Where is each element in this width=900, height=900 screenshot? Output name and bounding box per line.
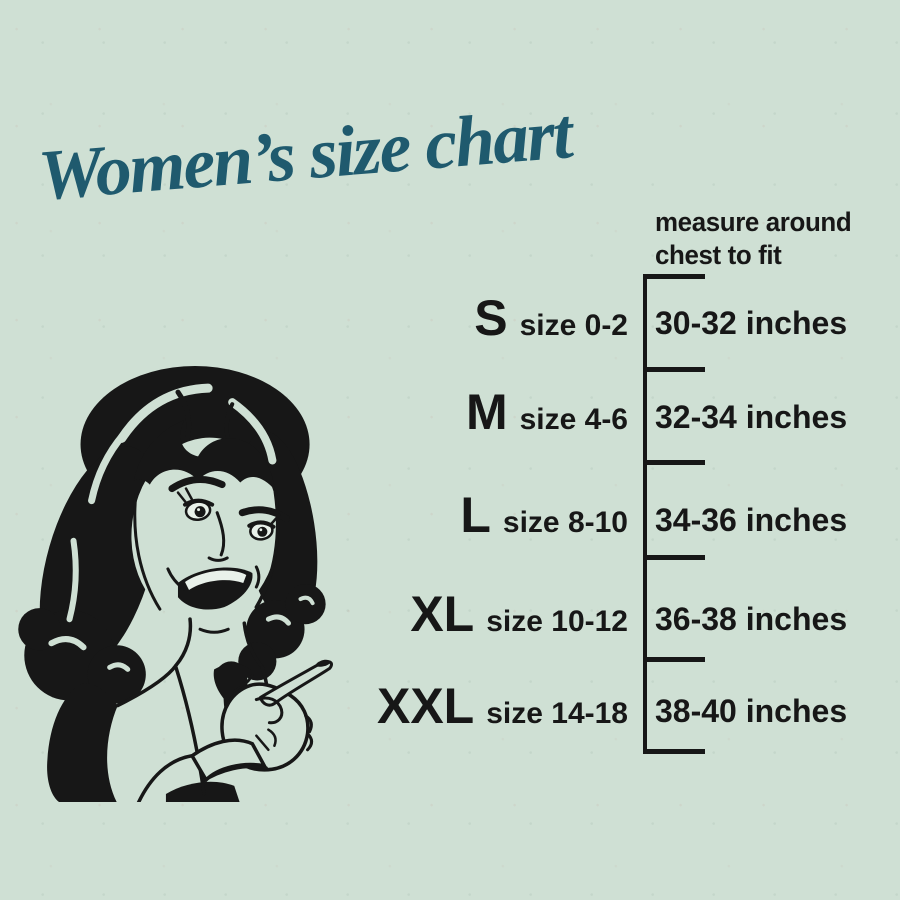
size-label: XXL: [376, 678, 475, 734]
size-range-label: size 10-12: [486, 605, 628, 638]
table-tick: [643, 555, 705, 560]
table-tick: [643, 657, 705, 662]
measure-note-line1: measure around: [655, 207, 852, 237]
size-label: XL: [410, 586, 475, 642]
size-range-label: size 14-18: [486, 697, 628, 730]
chest-measurement: 34-36 inches: [655, 502, 848, 538]
size-label: S: [474, 290, 508, 346]
table-row-size-m: M size 4-6: [466, 387, 628, 437]
table-tick: [643, 367, 705, 372]
size-range-label: size 0-2: [519, 309, 628, 342]
size-range-label: size 4-6: [519, 403, 628, 436]
measure-note-line2: chest to fit: [655, 240, 782, 270]
page-title: Women’s size chart: [35, 93, 574, 216]
chest-measurement: 36-38 inches: [655, 601, 848, 637]
table-vertical-rule: [643, 276, 647, 754]
chest-measurement: 32-34 inches: [655, 399, 848, 435]
table-row-size-xxl: XXL size 14-18: [377, 681, 628, 731]
table-tick: [643, 460, 705, 465]
size-label: M: [465, 384, 508, 440]
chest-measurement: 30-32 inches: [655, 305, 848, 341]
table-row-size-s: S size 0-2: [474, 293, 628, 343]
table-row-size-l: L size 8-10: [460, 490, 628, 540]
size-label: L: [460, 487, 491, 543]
table-tick: [643, 749, 705, 754]
table-tick: [643, 274, 705, 279]
size-range-label: size 8-10: [502, 506, 628, 539]
chest-measurement: 38-40 inches: [655, 693, 848, 729]
retro-woman-illustration: [18, 366, 333, 802]
table-row-size-xl: XL size 10-12: [410, 589, 628, 639]
measure-note: measure around chest to fit: [655, 206, 885, 272]
